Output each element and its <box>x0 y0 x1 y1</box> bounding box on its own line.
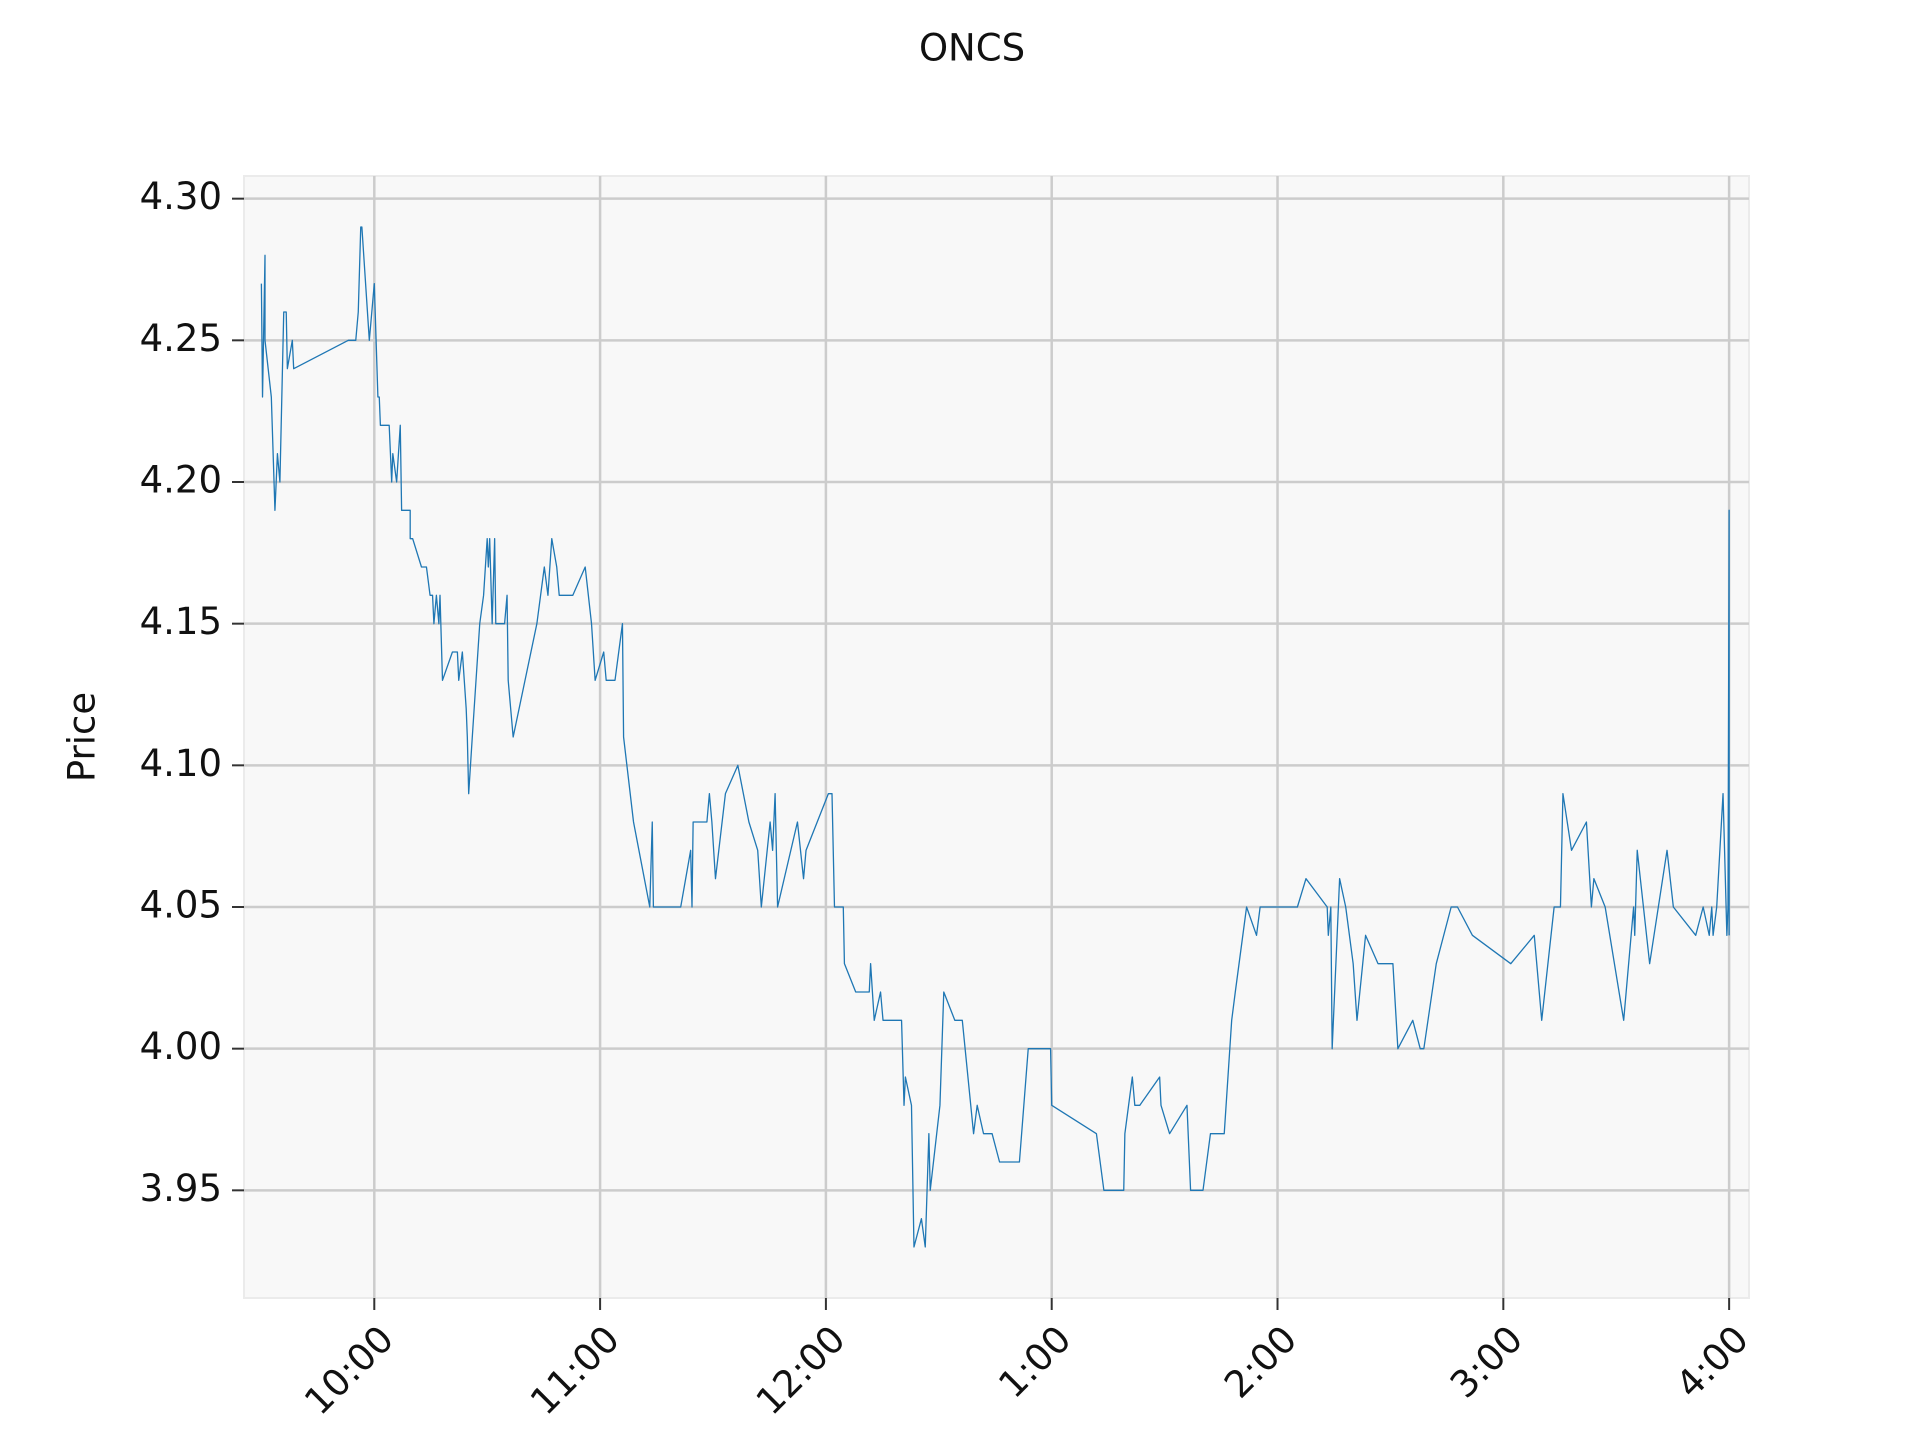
x-tick-label: 4:00 <box>1668 1317 1757 1406</box>
y-tick-label: 4.15 <box>140 600 222 643</box>
plot-area <box>243 175 1750 1299</box>
y-tick-label: 4.20 <box>140 459 222 502</box>
y-tick-label: 4.25 <box>140 317 222 360</box>
price-line <box>260 226 1730 1248</box>
y-tick-label: 4.05 <box>140 884 222 927</box>
x-tick-label: 11:00 <box>522 1317 628 1423</box>
y-tick-label: 4.00 <box>140 1025 222 1068</box>
y-tick-label: 4.30 <box>140 175 222 218</box>
x-tick-label: 2:00 <box>1216 1317 1305 1406</box>
y-axis-label: Price <box>61 692 104 782</box>
x-tick-label: 12:00 <box>748 1317 854 1423</box>
x-tick-label: 3:00 <box>1442 1317 1531 1406</box>
y-tick-label: 4.10 <box>140 742 222 785</box>
chart-title: ONCS <box>919 27 1025 70</box>
y-tick-label: 3.95 <box>140 1167 222 1210</box>
x-tick-label: 1:00 <box>990 1317 1079 1406</box>
x-tick-label: 10:00 <box>296 1317 402 1423</box>
